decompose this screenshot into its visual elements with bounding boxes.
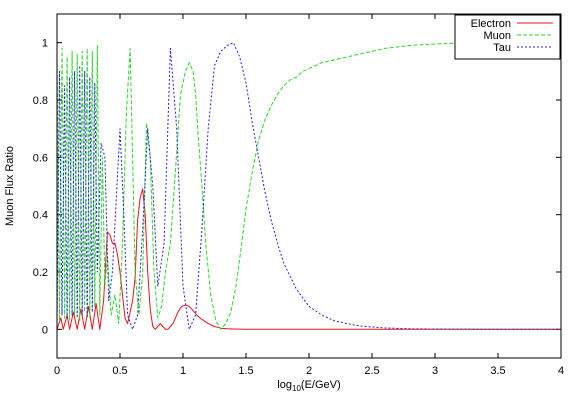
x-tick-label: 2.5 [364,365,379,377]
legend-box [454,14,561,60]
x-tick-label: 3.5 [490,365,505,377]
series-line-tau [56,42,561,330]
legend-label-tau: Tau [493,42,511,54]
series-line-muon [56,42,561,330]
x-tick-label: 0.5 [112,365,127,377]
y-tick-label: 0.2 [33,267,48,279]
x-axis-label: log10(E/GeV) [277,379,340,393]
y-tick-labels: 0 0.2 0.4 0.6 0.8 1 [33,38,48,337]
x-tick-label: 3 [432,365,438,377]
x-tick-label: 1.5 [238,365,253,377]
y-axis-label: Muon Flux Ratio [4,146,16,226]
x-axis-label-prefix: log [277,379,292,391]
x-axis-label-suffix: (E/GeV) [301,379,341,391]
y-tick-label: 0 [42,324,48,336]
x-tick-label: 4 [558,365,564,377]
y-tick-label: 0.4 [33,210,48,222]
x-tick-labels: 0 0.5 1 1.5 2 2.5 3 3.5 4 [54,365,564,377]
x-tick-label: 1 [180,365,186,377]
x-tick-label: 2 [306,365,312,377]
x-tick-label: 0 [54,365,60,377]
y-tick-label: 0.8 [33,95,48,107]
legend-label-electron: Electron [471,18,511,30]
series-layer [56,42,561,330]
y-tick-label: 1 [42,38,48,50]
legend-label-muon: Muon [483,30,511,42]
y-tick-label: 0.6 [33,152,48,164]
plot-frame [56,13,562,359]
series-line-electron [56,188,561,330]
x-axis-label-subscript: 10 [292,384,301,393]
